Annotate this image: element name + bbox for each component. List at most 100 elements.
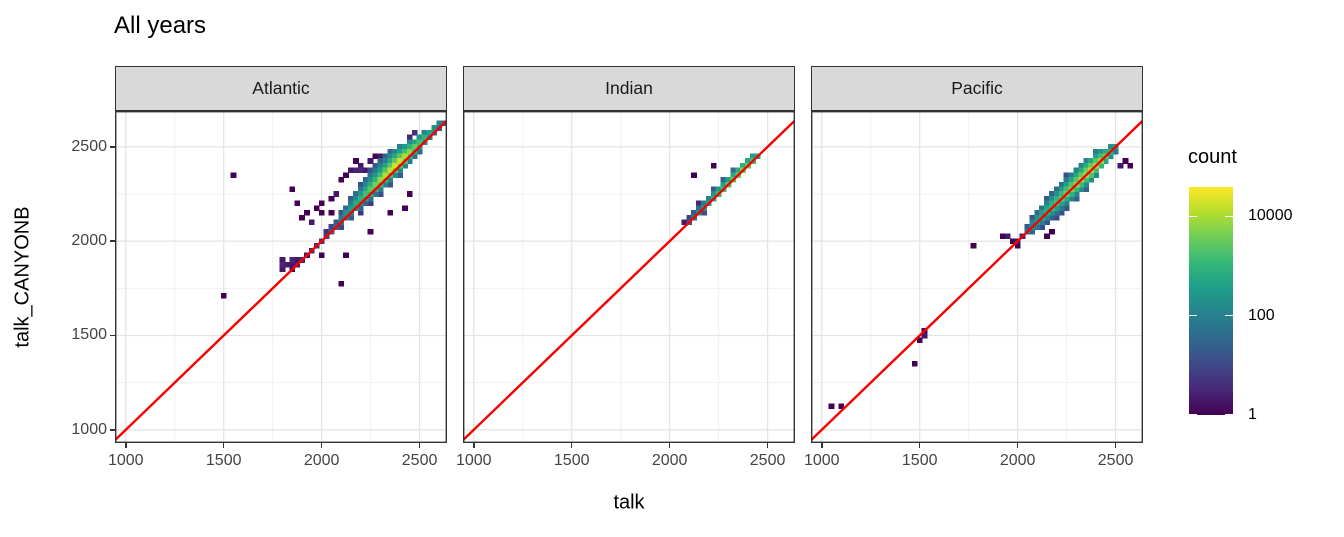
bin [421,129,428,136]
y-tick-mark [110,334,115,337]
x-tick-mark [668,443,671,448]
bin [367,172,374,178]
legend-tick-mark [1225,215,1233,218]
bin [1093,153,1099,160]
bin [372,177,379,183]
bin [362,177,369,183]
bin [397,167,403,174]
bin [387,210,394,216]
bin [318,252,325,259]
bin [725,177,732,183]
bin [382,181,389,188]
bin [1039,205,1046,211]
bin [1058,191,1065,197]
y-tick-label: 2500 [71,137,107,155]
bin [377,153,384,160]
legend-tick-label: 1 [1248,406,1257,423]
bin [1039,219,1046,226]
bin [1058,186,1065,193]
bin [1053,210,1060,216]
bin [333,191,340,197]
bin [220,293,227,299]
bin [1112,148,1119,155]
bin [372,181,379,188]
bin [416,148,423,155]
bin [1093,167,1099,174]
bin [1093,148,1099,155]
bin [397,153,403,160]
x-tick-mark [473,443,475,448]
bin [289,261,296,268]
y-tick-mark [110,240,115,242]
bin [357,186,364,193]
bin [392,158,398,164]
bin [1063,186,1070,193]
bin [343,205,350,211]
bin [372,191,379,197]
bin [1049,214,1055,221]
bin [392,162,398,169]
bin [921,332,928,339]
bin [1039,210,1046,216]
bin [387,162,394,169]
bin [1049,191,1055,197]
bin [353,167,359,174]
bin [377,191,384,197]
bin [1083,167,1090,174]
bin [1073,177,1080,183]
bin [377,167,384,174]
bin [387,148,394,155]
bin [1102,148,1109,155]
bin [362,200,369,207]
bin [916,337,923,343]
bin [1029,214,1036,221]
bin [1117,162,1124,169]
facet-strip: Pacific [811,66,1143,111]
bin [1009,238,1016,244]
bin [343,210,350,216]
bin [1053,186,1060,193]
bin [392,172,398,178]
bin [1083,158,1090,164]
x-tick-mark [821,443,823,448]
bin [406,139,413,145]
bin [1029,219,1036,226]
bin [1029,228,1036,235]
x-tick-label: 2000 [303,452,340,469]
bin [1058,200,1065,207]
bin [348,214,354,221]
facet-strip-label: Pacific [951,78,1003,98]
bin [299,214,305,221]
bin [1093,172,1099,178]
x-tick-label: 1000 [455,452,492,469]
bin [387,158,394,164]
bin [1078,162,1085,169]
bin [1073,195,1080,202]
facet-strip: Indian [463,66,795,111]
bin [411,144,418,150]
x-tick-mark [1016,443,1019,448]
bin [338,280,345,287]
x-tick-mark [570,443,573,448]
bin [387,181,394,188]
bin [338,214,345,221]
bin [720,177,727,183]
plot-title: All years [114,12,207,39]
bin [970,243,977,249]
bin [730,167,737,174]
bin [1107,153,1114,160]
bin [401,148,408,155]
bin [1083,186,1090,193]
bin [1063,177,1070,183]
legend-tick-mark [1225,414,1233,416]
panel-border [463,111,795,443]
bin [387,153,394,160]
bin [372,153,379,160]
bin [289,257,296,263]
y-axis-title: talk_CANYONB [11,206,34,348]
bin [1083,177,1090,183]
bin [372,162,379,169]
bin [1068,195,1075,202]
bin [397,158,403,164]
